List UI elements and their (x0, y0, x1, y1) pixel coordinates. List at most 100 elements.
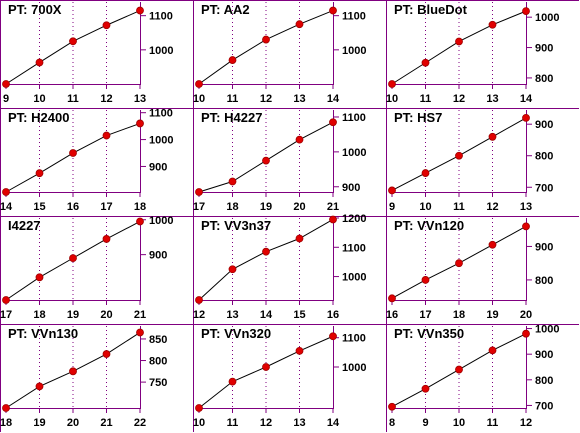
chart-panel: 18 19 20 21 22 750 800 850 PT: VVn130 (0, 324, 193, 432)
x-tick-label: 20 (293, 201, 305, 213)
chart-title: PT: H4227 (201, 110, 262, 125)
data-point (69, 367, 77, 376)
data-point (136, 119, 144, 128)
x-tick-label: 12 (453, 93, 465, 105)
data-point (522, 329, 530, 338)
chart-panel: 17 18 19 20 21 900 1000 I4227 (0, 215, 193, 324)
y-tick-label: 800 (535, 375, 553, 387)
x-tick-label: 12 (520, 417, 532, 429)
x-tick-label: 22 (134, 417, 146, 429)
data-point (102, 21, 111, 30)
x-tick-label: 11 (227, 93, 239, 105)
y-tick-label: 1100 (149, 11, 173, 23)
x-tick-label: 21 (100, 417, 112, 429)
data-point (228, 177, 237, 186)
x-tick-label: 17 (100, 201, 112, 213)
y-tick-label: 800 (149, 356, 167, 368)
x-tick-label: 14 (0, 201, 13, 213)
x-tick-label: 13 (293, 93, 305, 105)
data-point (262, 156, 270, 165)
data-point (388, 80, 396, 88)
data-point (136, 217, 144, 226)
y-tick-label: 1000 (149, 215, 173, 227)
data-point (102, 350, 111, 358)
x-tick-label: 17 (193, 201, 205, 213)
x-tick-label: 14 (327, 93, 340, 105)
data-point (488, 240, 497, 249)
data-point (455, 151, 463, 160)
data-point (421, 276, 430, 284)
data-point (262, 35, 270, 44)
chart-panel: 9 10 11 12 13 1000 1100 PT: 700X (0, 0, 193, 108)
data-point (102, 235, 111, 243)
x-tick-label: 20 (100, 309, 112, 321)
chart-title: PT: H2400 (8, 110, 69, 125)
y-tick-label: 1000 (342, 45, 366, 57)
chart-panel: 10 11 12 13 14 1000 1100 PT: VVn320 (193, 324, 386, 432)
x-tick-label: 13 (293, 417, 305, 429)
data-point (2, 80, 10, 88)
x-tick-label: 18 (0, 417, 12, 429)
x-tick-label: 12 (486, 201, 498, 213)
x-tick-label: 19 (33, 417, 45, 429)
data-point (195, 404, 203, 412)
chart-title: PT: VVn350 (394, 326, 464, 341)
data-point (421, 58, 430, 67)
x-tick-label: 18 (33, 309, 45, 321)
chart-panel: 16 17 18 19 20 800 900 PT: VVn120 (386, 216, 579, 324)
y-tick-label: 1000 (535, 324, 559, 336)
x-tick-label: 10 (386, 93, 398, 105)
chart-panel: 10 11 12 13 14 1000 1100 PT: AA2 (193, 0, 386, 108)
data-point (228, 265, 237, 274)
data-point (388, 402, 396, 411)
data-point (329, 332, 337, 341)
x-tick-label: 19 (67, 309, 79, 321)
x-tick-label: 16 (67, 201, 79, 213)
data-point (329, 118, 337, 127)
chart-title: PT: VVn130 (8, 326, 78, 341)
y-tick-label: 1200 (342, 213, 366, 225)
x-tick-label: 17 (419, 309, 431, 321)
y-tick-label: 800 (535, 275, 553, 287)
x-tick-label: 11 (227, 417, 239, 429)
x-tick-label: 9 (422, 417, 428, 429)
x-tick-label: 8 (389, 417, 395, 429)
data-point (522, 222, 530, 231)
x-tick-label: 12 (100, 93, 112, 105)
series-line (198, 10, 334, 85)
y-tick-label: 900 (149, 250, 167, 262)
chart-title: I4227 (8, 218, 41, 233)
x-tick-label: 11 (420, 93, 432, 105)
x-tick-label: 12 (193, 309, 205, 321)
data-point (295, 20, 304, 29)
x-tick-label: 18 (453, 309, 465, 321)
data-point (488, 20, 497, 29)
chart-panel: 14 15 16 17 18 900 1000 1100 PT: H2400 (0, 108, 193, 216)
data-point (69, 37, 77, 46)
series-line (5, 122, 141, 193)
y-tick-label: 900 (149, 161, 167, 173)
y-tick-label: 700 (535, 182, 553, 194)
data-point (421, 384, 430, 393)
data-point (262, 247, 270, 256)
data-point (69, 149, 77, 157)
y-tick-label: 1100 (342, 333, 366, 345)
data-point (136, 6, 144, 15)
x-tick-label: 14 (520, 93, 533, 105)
y-tick-label: 1000 (342, 272, 366, 284)
x-tick-label: 19 (260, 201, 272, 213)
data-point (455, 365, 463, 374)
x-tick-label: 15 (293, 309, 305, 321)
data-point (329, 6, 337, 15)
data-point (455, 37, 463, 46)
chart-title: PT: AA2 (201, 2, 250, 17)
x-tick-label: 10 (453, 417, 465, 429)
data-point (522, 113, 530, 122)
x-tick-label: 20 (67, 417, 79, 429)
chart-title: PT: VV3n37 (201, 218, 271, 233)
data-point (329, 215, 337, 224)
